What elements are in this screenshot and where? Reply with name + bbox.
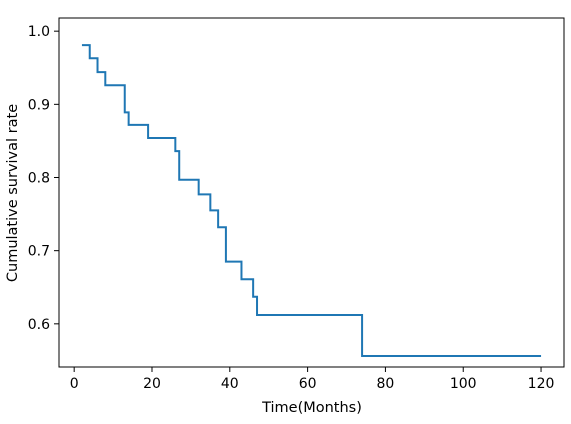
y-tick-label: 0.6 (28, 317, 50, 333)
y-tick-label: 1.0 (28, 24, 50, 40)
x-tick-label: 0 (70, 376, 79, 392)
y-tick-label: 0.9 (28, 97, 50, 113)
y-axis-ticks: 0.6 0.7 0.8 0.9 1.0 (28, 24, 59, 333)
y-tick-label: 0.7 (28, 244, 50, 260)
plot-area (58, 17, 565, 368)
x-tick-label: 120 (528, 376, 555, 392)
y-axis-label: Cumulative survival rate (5, 104, 21, 282)
x-axis-ticks: 0 20 40 60 80 100 120 (70, 367, 555, 392)
y-tick-label: 0.8 (28, 171, 50, 187)
x-tick-label: 60 (299, 376, 317, 392)
x-tick-label: 20 (143, 376, 161, 392)
x-tick-label: 80 (377, 376, 395, 392)
x-axis-label: Time(Months) (261, 400, 362, 416)
survival-step-line (81, 44, 542, 358)
x-tick-label: 40 (221, 376, 239, 392)
x-tick-label: 100 (450, 376, 477, 392)
plot-frame (58, 17, 565, 368)
